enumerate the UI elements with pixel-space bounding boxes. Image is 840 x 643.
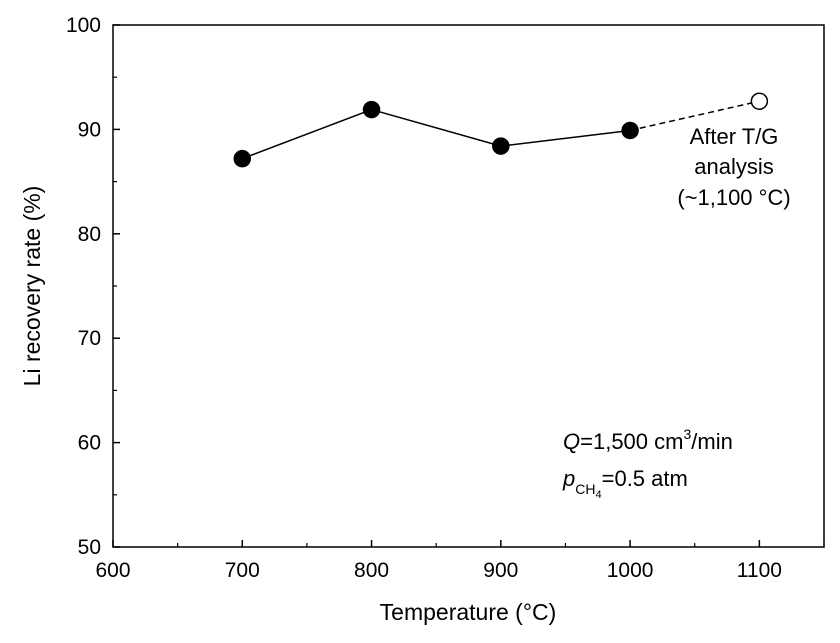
after-tg-annotation: After T/G analysis (~1,100 °C) [677, 124, 790, 210]
q-superscript: 3 [683, 426, 691, 442]
y-tick-label-50: 50 [78, 536, 101, 559]
data-point-1000 [621, 121, 639, 140]
x-tick-label-700: 700 [225, 559, 260, 582]
after-tg-line-2: analysis [694, 154, 773, 179]
conditions-annotation: Q=1,500 cm3/min pCH4=0.5 atm [562, 426, 733, 501]
x-tick-label-600: 600 [95, 559, 130, 582]
data-point-900 [492, 137, 510, 155]
after-tg-line-1: After T/G [690, 124, 779, 149]
series-points [233, 92, 769, 168]
y-axis-title: Li recovery rate (%) [19, 186, 45, 387]
after-tg-line-3: (~1,100 °C) [677, 185, 790, 210]
y-tick-label-80: 80 [78, 223, 101, 246]
open-point-1100 [750, 92, 769, 110]
y-tick-label-70: 70 [78, 327, 101, 350]
p-subscript: CH [575, 481, 595, 497]
plot-frame [112, 24, 825, 548]
series-lines [242, 100, 760, 160]
partial-pressure-text: pCH4=0.5 atm [562, 466, 688, 501]
p-sub-subscript: 4 [595, 489, 601, 501]
data-point-800 [362, 100, 381, 119]
data-point-700 [233, 149, 252, 168]
y-tick-label-90: 90 [78, 118, 101, 141]
axis-tick-labels: 600 700 800 900 1000 1100 50 60 70 80 90 100 [66, 14, 782, 582]
p-symbol: p [562, 466, 575, 491]
x-tick-label-800: 800 [354, 559, 389, 582]
x-tick-label-900: 900 [483, 559, 518, 582]
series-1-line [629, 100, 760, 132]
y-tick-label-60: 60 [78, 432, 101, 455]
flow-rate-text: Q=1,500 cm3/min [563, 426, 733, 454]
series-0-line [242, 108, 631, 160]
y-tick-label-100: 100 [66, 14, 101, 37]
x-tick-label-1100: 1100 [737, 559, 782, 582]
x-tick-label-1000: 1000 [607, 559, 654, 582]
x-axis-title: Temperature (°C) [380, 599, 557, 625]
q-symbol: Q [563, 429, 580, 454]
axis-ticks [112, 24, 825, 548]
p-value: =0.5 atm [602, 466, 688, 491]
q-value: =1,500 cm [580, 429, 683, 454]
q-unit: /min [691, 429, 733, 454]
